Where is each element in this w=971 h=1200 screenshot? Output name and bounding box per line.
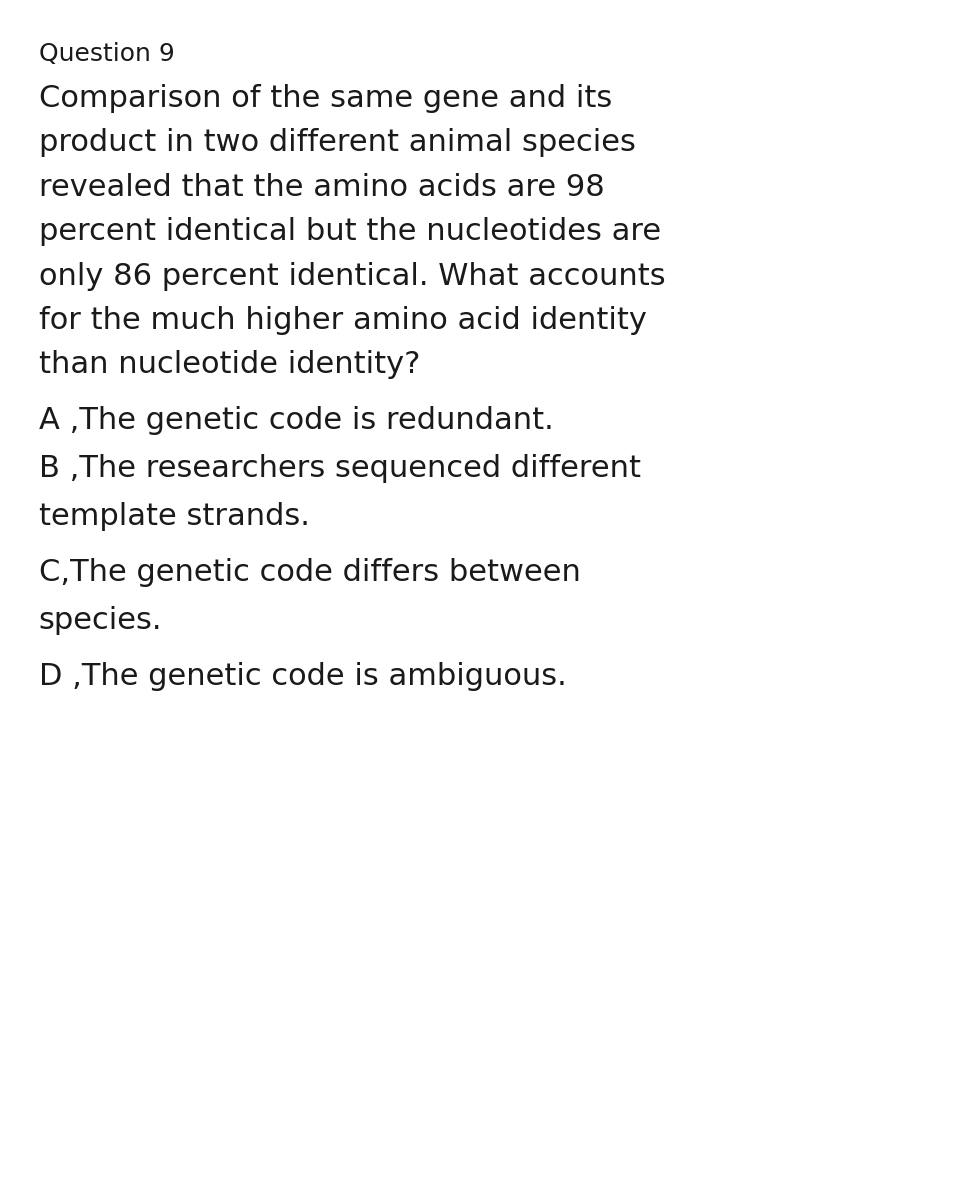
Text: product in two different animal species: product in two different animal species (39, 128, 636, 157)
Text: than nucleotide identity?: than nucleotide identity? (39, 350, 420, 379)
Text: percent identical but the nucleotides are: percent identical but the nucleotides ar… (39, 217, 661, 246)
Text: D ,The genetic code is ambiguous.: D ,The genetic code is ambiguous. (39, 662, 567, 691)
Text: only 86 percent identical. What accounts: only 86 percent identical. What accounts (39, 262, 665, 290)
Text: template strands.: template strands. (39, 502, 310, 530)
Text: species.: species. (39, 606, 162, 635)
Text: revealed that the amino acids are 98: revealed that the amino acids are 98 (39, 173, 605, 202)
Text: A ,The genetic code is redundant.: A ,The genetic code is redundant. (39, 406, 553, 434)
Text: Comparison of the same gene and its: Comparison of the same gene and its (39, 84, 612, 113)
Text: Question 9: Question 9 (39, 42, 175, 66)
Text: C,The genetic code differs between: C,The genetic code differs between (39, 558, 581, 587)
Text: for the much higher amino acid identity: for the much higher amino acid identity (39, 306, 647, 335)
Text: B ,The researchers sequenced different: B ,The researchers sequenced different (39, 454, 641, 482)
